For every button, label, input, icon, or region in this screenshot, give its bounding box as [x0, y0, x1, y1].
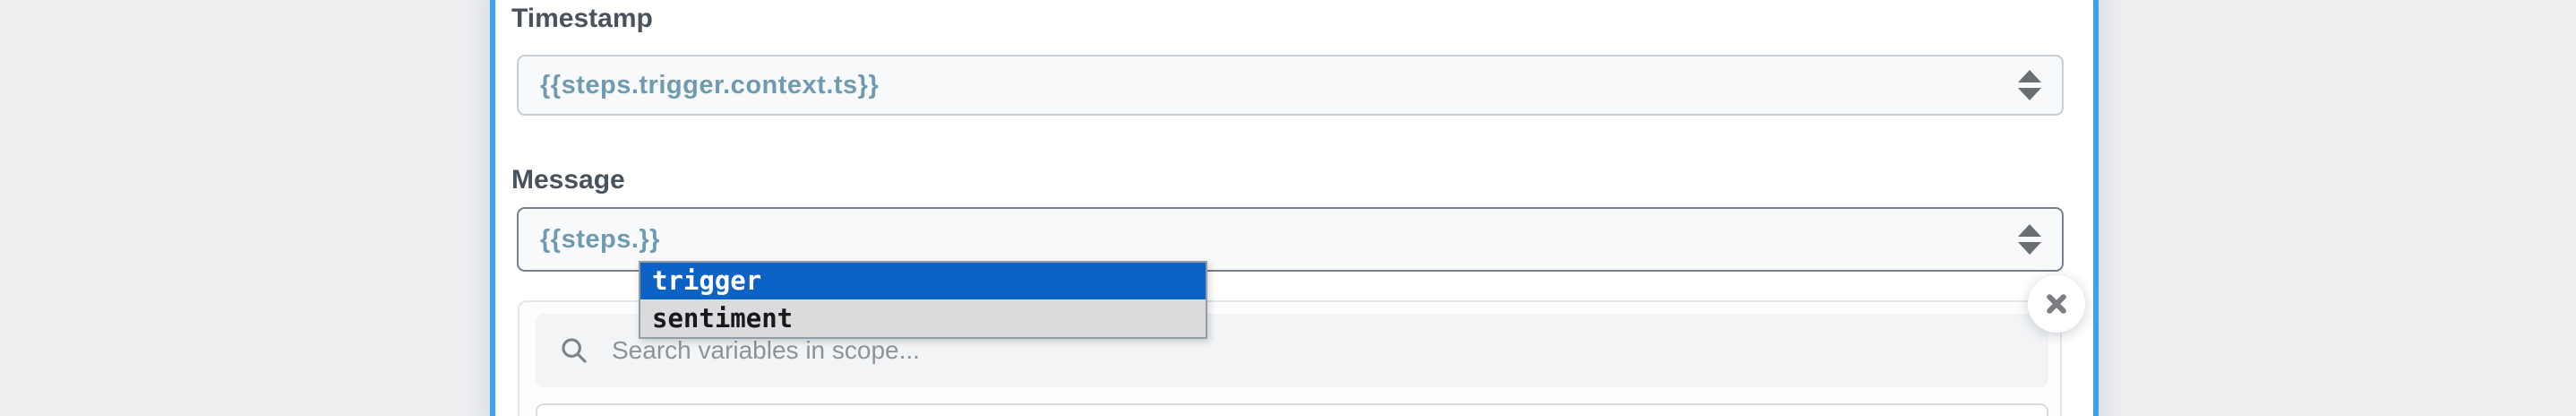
autocomplete-option-sentiment[interactable]: sentiment [640, 299, 1206, 337]
search-variables-input[interactable] [612, 336, 2031, 365]
search-icon [559, 335, 589, 366]
timestamp-select-value: {{steps.trigger.context.ts}} [540, 70, 880, 100]
variable-search-bar[interactable] [536, 314, 2048, 387]
autocomplete-option-trigger[interactable]: trigger [640, 263, 1206, 299]
message-field-label: Message [511, 165, 625, 195]
variable-list-container [536, 403, 2048, 416]
timestamp-select[interactable]: {{steps.trigger.context.ts}} [517, 55, 2064, 116]
select-updown-icon [2018, 70, 2041, 100]
select-updown-icon [2018, 224, 2041, 255]
autocomplete-dropdown: trigger sentiment [639, 261, 1207, 339]
close-button[interactable] [2028, 275, 2085, 333]
timestamp-field-label: Timestamp [511, 4, 653, 33]
message-select-value: {{steps.}} [540, 224, 660, 254]
close-icon [2042, 290, 2071, 318]
